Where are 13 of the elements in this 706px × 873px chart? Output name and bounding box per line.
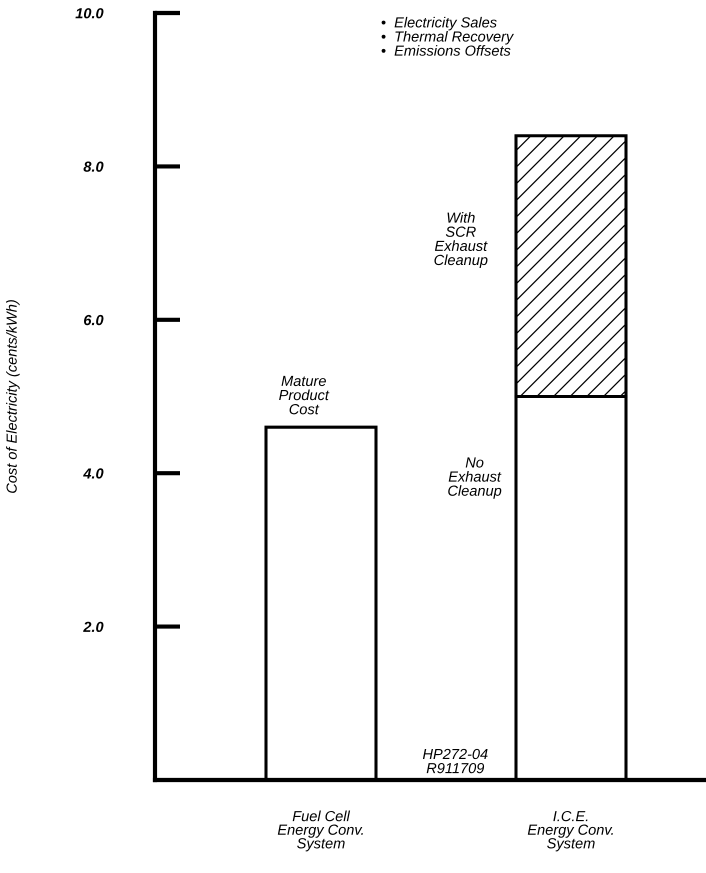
annotation: Mature Product Cost — [279, 376, 330, 414]
y-tick-label: 10.0 — [75, 8, 104, 18]
y-axis-title: Cost of Electricity (cents/kWh) — [6, 300, 20, 493]
annotation: • Electricity Sales • Thermal Recovery • Emissions Offsets — [382, 16, 514, 56]
y-tick-label: 6.0 — [84, 314, 104, 326]
annotation: No Exhaust Cleanup — [448, 457, 502, 499]
x-tick-label: I.C.E. Energy Conv. System — [528, 810, 613, 852]
y-tick-label: 2.0 — [83, 622, 104, 632]
annotation: With SCR Exhaust Cleanup — [434, 212, 488, 268]
x-tick-label: Fuel Cell Energy Conv. System — [278, 810, 363, 852]
y-tick-label: 4.0 — [83, 468, 104, 479]
y-tick-label: 8.0 — [84, 162, 104, 172]
annotation: HP272-04 R911709 — [422, 748, 488, 774]
